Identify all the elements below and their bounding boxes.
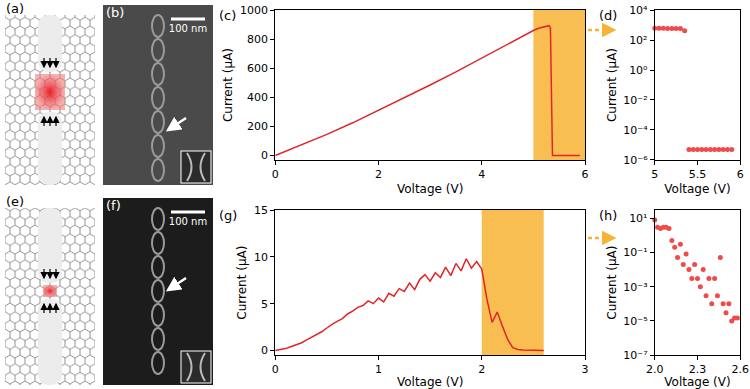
svg-text:6: 6 xyxy=(737,168,744,181)
svg-text:0: 0 xyxy=(272,363,279,376)
svg-text:0: 0 xyxy=(261,149,268,162)
svg-text:10⁻¹: 10⁻¹ xyxy=(623,246,647,259)
svg-text:(h): (h) xyxy=(599,208,617,223)
svg-text:4: 4 xyxy=(478,168,485,181)
svg-text:2.3: 2.3 xyxy=(689,363,707,376)
svg-text:(a): (a) xyxy=(6,1,24,16)
svg-text:Voltage (V): Voltage (V) xyxy=(397,182,463,196)
svg-text:5: 5 xyxy=(651,168,658,181)
svg-text:200: 200 xyxy=(247,120,268,133)
svg-text:(g): (g) xyxy=(219,208,237,223)
svg-text:10⁻³: 10⁻³ xyxy=(623,281,647,294)
svg-text:600: 600 xyxy=(247,62,268,75)
svg-text:400: 400 xyxy=(247,91,268,104)
svg-text:15: 15 xyxy=(254,204,268,217)
svg-text:3: 3 xyxy=(582,363,589,376)
svg-text:10⁻⁶: 10⁻⁶ xyxy=(623,154,648,167)
svg-text:10⁻²: 10⁻² xyxy=(623,94,647,107)
svg-text:(b): (b) xyxy=(106,5,124,20)
svg-text:100 nm: 100 nm xyxy=(169,23,207,34)
svg-text:10⁴: 10⁴ xyxy=(629,4,648,17)
svg-text:10¹: 10¹ xyxy=(629,212,647,225)
svg-text:2: 2 xyxy=(478,363,485,376)
svg-text:100 nm: 100 nm xyxy=(169,216,207,227)
svg-text:(e): (e) xyxy=(6,194,24,209)
svg-text:5: 5 xyxy=(261,298,268,311)
svg-text:Voltage (V): Voltage (V) xyxy=(397,375,463,389)
svg-text:1: 1 xyxy=(375,363,382,376)
svg-text:10: 10 xyxy=(254,251,268,264)
svg-text:2.0: 2.0 xyxy=(646,363,664,376)
svg-text:Current (μA): Current (μA) xyxy=(605,48,619,122)
svg-text:Voltage (V): Voltage (V) xyxy=(664,182,730,196)
svg-text:(d): (d) xyxy=(599,8,617,23)
svg-text:2: 2 xyxy=(375,168,382,181)
svg-text:Current (μA): Current (μA) xyxy=(605,246,619,320)
svg-text:Voltage (V): Voltage (V) xyxy=(664,375,730,389)
svg-text:800: 800 xyxy=(247,33,268,46)
svg-text:10²: 10² xyxy=(629,34,647,47)
svg-text:10⁰: 10⁰ xyxy=(629,64,648,77)
svg-text:0: 0 xyxy=(272,168,279,181)
svg-text:6: 6 xyxy=(582,168,589,181)
svg-text:2.6: 2.6 xyxy=(732,363,750,376)
svg-text:(f): (f) xyxy=(106,198,121,213)
svg-text:10⁻⁴: 10⁻⁴ xyxy=(623,124,648,137)
svg-text:(c): (c) xyxy=(219,8,236,23)
svg-text:10⁻⁵: 10⁻⁵ xyxy=(623,315,647,328)
svg-text:1000: 1000 xyxy=(240,4,268,17)
svg-text:Current (μA): Current (μA) xyxy=(235,246,249,320)
svg-text:5.5: 5.5 xyxy=(689,168,707,181)
svg-text:10⁻⁷: 10⁻⁷ xyxy=(623,349,647,362)
svg-text:Current (μA): Current (μA) xyxy=(221,48,235,122)
svg-text:0: 0 xyxy=(261,344,268,357)
